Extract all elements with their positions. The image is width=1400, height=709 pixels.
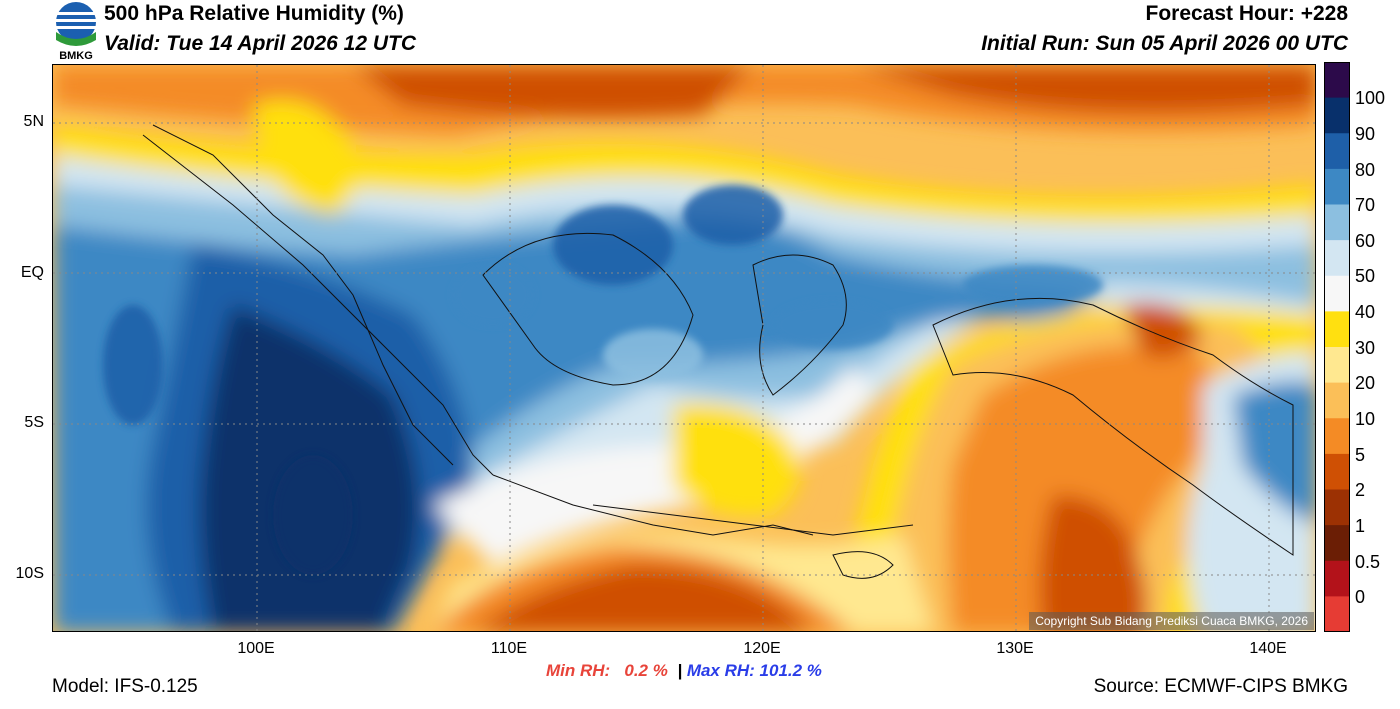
max-rh: Max RH: 101.2 % [686, 661, 822, 680]
colorbar [1324, 62, 1350, 633]
colorbar-segment [1324, 204, 1350, 241]
forecast-hour: Forecast Hour: +228 [1145, 2, 1349, 25]
lat-label-5s: 5S [24, 414, 44, 431]
colorbar-segment [1324, 347, 1350, 384]
colorbar-label-1: 1 [1355, 516, 1366, 536]
model-info: Model: IFS-0.125 [52, 676, 198, 697]
colorbar-segment [1324, 525, 1350, 562]
map-title: 500 hPa Relative Humidity (%) [104, 2, 404, 25]
valid-time: Valid: Tue 14 April 2026 12 UTC [104, 32, 417, 55]
lon-label-140e: 140E [1249, 640, 1287, 657]
lat-label-5n: 5N [23, 113, 44, 130]
colorbar-segment [1324, 596, 1350, 633]
initial-run: Initial Run: Sun 05 April 2026 00 UTC [981, 32, 1348, 55]
colorbar-segment [1324, 275, 1350, 312]
colorbar-label-70: 70 [1355, 195, 1376, 215]
logo-text: BMKG [59, 50, 93, 62]
copyright-notice: Copyright Sub Bidang Prediksi Cuaca BMKG… [1029, 612, 1314, 630]
lat-label-10s: 10S [15, 565, 44, 582]
lon-label-130e: 130E [996, 640, 1034, 657]
colorbar-label-60: 60 [1355, 231, 1376, 251]
colorbar-label-80: 80 [1355, 160, 1376, 180]
colorbar-segment [1324, 418, 1350, 455]
colorbar-segment [1324, 97, 1350, 134]
colorbar-label-90: 90 [1355, 124, 1376, 144]
colorbar-label-10: 10 [1355, 409, 1376, 429]
source-info: Source: ECMWF-CIPS BMKG [1093, 676, 1348, 697]
colorbar-label-0-5: 0.5 [1355, 552, 1381, 572]
colorbar-label-50: 50 [1355, 266, 1376, 286]
colorbar-segment [1324, 240, 1350, 277]
lon-label-110e: 110E [490, 640, 528, 657]
colorbar-segment [1324, 62, 1350, 99]
colorbar-segment [1324, 311, 1350, 348]
colorbar-label-5: 5 [1355, 445, 1366, 465]
lon-label-100e: 100E [237, 640, 275, 657]
lat-label-eq: EQ [20, 264, 44, 281]
colorbar-label-100: 100 [1355, 88, 1386, 108]
lon-label-120e: 120E [743, 640, 781, 657]
colorbar-label-30: 30 [1355, 338, 1376, 358]
colorbar-label-20: 20 [1355, 373, 1376, 393]
bmkg-logo: BMKG [52, 0, 100, 62]
colorbar-segment [1324, 133, 1350, 170]
separator: | [677, 661, 683, 680]
colorbar-label-0: 0 [1355, 587, 1366, 607]
colorbar-segment [1324, 168, 1350, 206]
min-rh: Min RH: 0.2 % [546, 661, 668, 680]
colorbar-label-40: 40 [1355, 302, 1376, 322]
colorbar-segment [1324, 453, 1350, 491]
colorbar-label-2: 2 [1355, 480, 1366, 500]
humidity-map [52, 64, 1316, 632]
colorbar-segment [1324, 489, 1350, 526]
colorbar-segment [1324, 560, 1350, 597]
colorbar-segment [1324, 382, 1350, 419]
min-max-readout: Min RH: 0.2 % | Max RH: 101.2 % [546, 661, 822, 681]
